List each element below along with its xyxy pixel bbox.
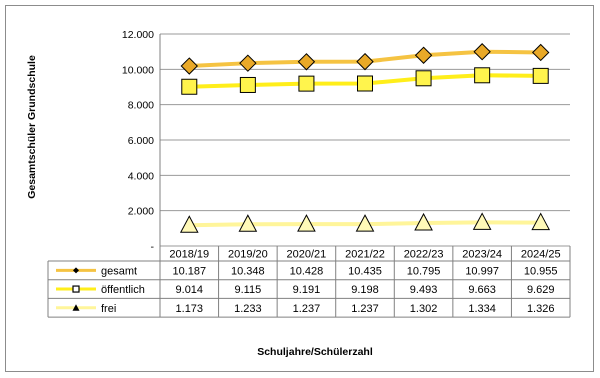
data-point-gesamt-4: [414, 46, 433, 64]
x-tick-label-3: 2021/22: [345, 249, 385, 261]
legend-key-oeffentlich: [56, 285, 96, 293]
legend-marker-gesamt: [73, 267, 79, 274]
data-label-gesamt-2: 10.428: [290, 265, 324, 277]
data-point-oeffentlich-1: [239, 76, 256, 93]
x-tick-label-0: 2018/19: [169, 249, 209, 261]
data-label-frei-3: 1.237: [351, 303, 379, 315]
data-point-oeffentlich-0: [181, 78, 198, 95]
data-label-frei-0: 1.173: [176, 303, 204, 315]
data-point-frei-5: [472, 212, 492, 230]
data-label-frei-1: 1.233: [234, 303, 262, 315]
data-label-oeffentlich-4: 9.493: [410, 284, 438, 296]
y-tick-label-1: 2.000: [128, 206, 154, 218]
data-point-gesamt-1: [239, 54, 257, 72]
chart-frame: [5, 5, 594, 372]
y-tick-label-0: -: [151, 241, 155, 253]
data-point-gesamt-3: [356, 52, 374, 71]
data-label-gesamt-6: 10.955: [524, 265, 558, 277]
data-point-gesamt-0: [180, 57, 198, 75]
y-axis-title: Gesamtschüler Grundschule: [26, 55, 38, 199]
data-label-oeffentlich-3: 9.198: [351, 284, 379, 296]
data-label-oeffentlich-2: 9.191: [293, 284, 321, 296]
y-tick-label-3: 6.000: [128, 135, 154, 147]
data-point-frei-2: [297, 214, 316, 232]
data-point-frei-4: [414, 212, 433, 231]
data-point-frei-1: [238, 214, 258, 232]
data-label-frei-4: 1.302: [410, 303, 438, 315]
y-tick-label-2: 4.000: [128, 170, 154, 182]
series-lines: [179, 43, 551, 233]
data-point-gesamt-2: [297, 53, 316, 71]
x-tick-label-5: 2023/24: [462, 249, 502, 261]
legend-marker-oeffentlich: [72, 285, 80, 293]
data-label-frei-5: 1.334: [468, 303, 496, 315]
legend-key-gesamt: [56, 267, 96, 274]
legend-key-frei: [56, 304, 96, 311]
data-point-oeffentlich-4: [415, 70, 432, 87]
data-label-gesamt-0: 10.187: [172, 265, 206, 277]
y-tick-label-5: 10.000: [122, 64, 154, 76]
data-point-gesamt-5: [473, 43, 491, 61]
data-label-gesamt-1: 10.348: [231, 265, 265, 277]
legend-label-gesamt: gesamt: [101, 265, 137, 277]
data-point-oeffentlich-3: [357, 75, 373, 92]
data-point-frei-3: [355, 214, 375, 232]
x-tick-label-6: 2024/25: [521, 249, 561, 261]
data-label-frei-6: 1.326: [527, 303, 555, 315]
data-point-oeffentlich-2: [298, 75, 315, 92]
x-tick-label-2: 2020/21: [287, 249, 327, 261]
data-table: 2018/19 2019/20 2020/21 2021/22 2022/23 2023/…: [47, 246, 571, 318]
data-label-frei-2: 1.237: [293, 303, 321, 315]
data-point-frei-0: [179, 215, 199, 233]
data-label-gesamt-4: 10.795: [407, 265, 441, 277]
data-label-oeffentlich-6: 9.629: [527, 284, 555, 296]
data-label-oeffentlich-0: 9.014: [176, 284, 204, 296]
data-point-oeffentlich-6: [532, 67, 549, 84]
y-axis: - 2.000 4.000 6.000 8.000 10.000 12.000: [122, 29, 161, 253]
data-point-oeffentlich-5: [474, 67, 491, 84]
x-tick-label-1: 2019/20: [228, 249, 268, 261]
data-label-gesamt-3: 10.435: [348, 265, 382, 277]
y-tick-label-4: 8.000: [128, 100, 154, 112]
legend-label-oeffentlich: öffentlich: [101, 284, 145, 296]
legend-label-frei: frei: [101, 303, 116, 315]
x-axis-title: Schuljahre/Schülerzahl: [257, 346, 373, 358]
data-label-oeffentlich-1: 9.115: [234, 284, 261, 296]
x-tick-label-4: 2022/23: [404, 249, 444, 261]
legend-marker-frei: [72, 304, 80, 311]
data-point-gesamt-6: [532, 43, 550, 62]
data-label-gesamt-5: 10.997: [465, 265, 499, 277]
data-label-oeffentlich-5: 9.663: [468, 284, 496, 296]
y-tick-label-6: 12.000: [122, 29, 154, 41]
data-point-frei-6: [531, 212, 551, 231]
